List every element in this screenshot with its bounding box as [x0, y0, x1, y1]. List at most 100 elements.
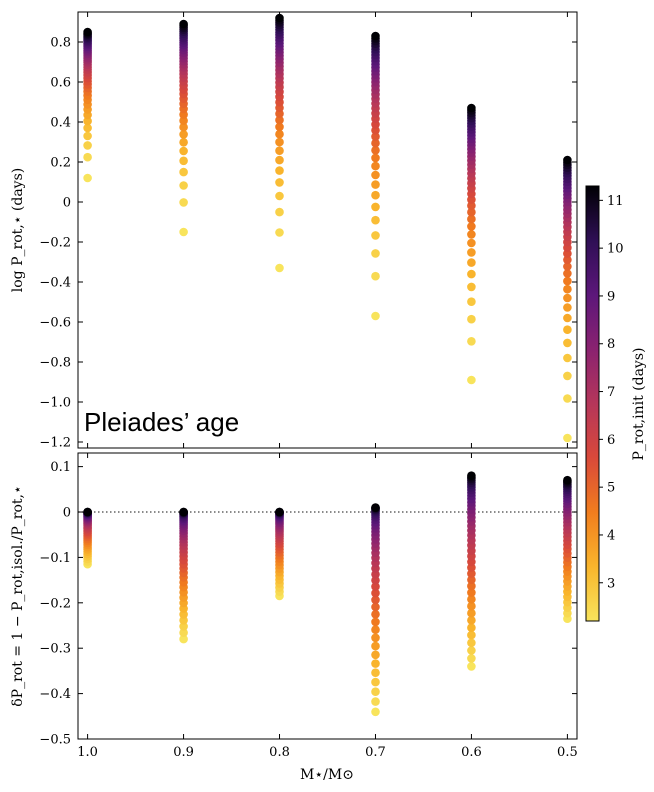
colorbar-tick-label: 8	[607, 337, 615, 352]
scatter-point	[179, 167, 188, 177]
y-tick-label: −0.2	[39, 236, 71, 251]
scatter-point	[467, 222, 476, 231]
y-tick-label: 0.8	[50, 36, 71, 51]
scatter-point	[275, 137, 284, 147]
scatter-point	[179, 227, 188, 237]
x-tick-label: 0.8	[269, 745, 290, 760]
scatter-point	[179, 138, 188, 147]
x-tick-label: 0.9	[173, 745, 194, 760]
y-tick-label: −0.5	[39, 733, 71, 748]
scatter-point	[371, 231, 380, 240]
y-tick-label: 0	[63, 196, 71, 211]
scatter-point	[275, 122, 284, 132]
colorbar-tick-label: 7	[607, 385, 615, 400]
scatter-point	[371, 641, 380, 651]
scatter-point	[371, 707, 380, 717]
scatter-point	[371, 677, 380, 687]
scatter-point	[563, 155, 572, 165]
scatter-point	[371, 271, 380, 281]
scatter-point	[179, 181, 188, 190]
scatter-point	[371, 625, 380, 634]
scatter-point	[563, 255, 572, 265]
scatter-point	[371, 31, 380, 41]
scatter-point	[179, 198, 188, 207]
colorbar-tick-label: 4	[607, 528, 615, 543]
top-y-ticks: 0.8 0.6 0.4 0.2 0 −0.2 −0.4 −0.6 −0.8 −1.0 −1.2	[39, 36, 577, 451]
scatter-point	[563, 394, 572, 403]
scatter-point	[467, 269, 476, 279]
scatter-point	[83, 131, 92, 141]
colorbar-tick-label: 3	[607, 576, 615, 591]
bottom-y-axis-label: δP_rot = 1 − P_rot,isol./P_rot,⋆	[10, 485, 26, 707]
scatter-point	[371, 595, 380, 605]
y-tick-label: −0.4	[39, 687, 71, 702]
scatter-point	[275, 129, 284, 139]
scatter-point	[275, 109, 284, 118]
scatter-point	[467, 630, 476, 640]
scatter-point	[179, 146, 188, 156]
y-tick-label: 0.6	[50, 76, 71, 91]
scatter-point	[563, 262, 572, 271]
scatter-point	[275, 263, 284, 273]
top-axes-frame	[77, 11, 578, 449]
scatter-point	[275, 115, 284, 125]
scatter-point	[371, 161, 380, 171]
scatter-point	[467, 230, 476, 239]
scatter-point	[467, 575, 476, 585]
scatter-point	[467, 601, 476, 611]
scatter-point	[467, 214, 476, 224]
scatter-point	[563, 433, 572, 443]
x-axis-label: M⋆/M⊙	[300, 767, 354, 783]
colorbar-gradient	[585, 185, 600, 622]
scatter-point	[371, 687, 380, 696]
scatter-point	[179, 622, 188, 631]
bottom-y-ticks: 0.1 0 −0.1 −0.2 −0.3 −0.4 −0.5	[39, 460, 577, 748]
y-tick-label: 0.2	[50, 156, 71, 171]
scatter-point	[563, 293, 572, 303]
scatter-point	[563, 338, 572, 348]
scatter-point	[563, 371, 572, 381]
scatter-point	[467, 608, 476, 618]
scatter-point	[467, 103, 476, 113]
scatter-point	[275, 507, 284, 517]
scatter-point	[467, 337, 476, 346]
y-tick-label: −0.1	[39, 551, 71, 566]
scatter-point	[563, 313, 572, 323]
scatter-point	[371, 138, 380, 148]
y-tick-label: −0.2	[39, 596, 71, 611]
scatter-point	[179, 130, 188, 139]
scatter-point	[371, 215, 380, 225]
scatter-point	[467, 248, 476, 257]
scatter-point	[371, 132, 380, 141]
scatter-point	[563, 284, 572, 294]
scatter-point	[179, 116, 188, 125]
scatter-point	[371, 582, 380, 591]
scatter-point	[467, 646, 476, 655]
scatter-point	[179, 19, 188, 29]
scatter-point	[179, 634, 188, 644]
scatter-point	[467, 638, 476, 648]
scatter-point	[467, 375, 476, 385]
scatter-point	[563, 276, 572, 286]
colorbar-tick-label: 9	[607, 289, 615, 304]
scatter-point	[371, 503, 380, 512]
colorbar-ticks: 3 4 5 6 7 8 9 10 11	[599, 194, 624, 591]
scatter-point	[371, 180, 380, 189]
top-panel: 0.8 0.6 0.4 0.2 0 −0.2 −0.4 −0.6 −0.8 −1.0 −1.2 Pl…	[10, 11, 578, 451]
y-tick-label: −1.0	[39, 396, 71, 411]
bottom-panel: 0.1 0 −0.1 −0.2 −0.3 −0.4 −0.5 1.0 0.9 0.8 0.7 0.6…	[10, 452, 578, 783]
scatter-point	[83, 173, 92, 183]
scatter-point	[83, 123, 92, 133]
scatter-point	[371, 659, 380, 668]
y-tick-label: −1.2	[39, 436, 71, 451]
scatter-point	[563, 269, 572, 278]
scatter-point	[83, 507, 92, 517]
scatter-point	[371, 146, 380, 155]
scatter-point	[467, 314, 476, 324]
bottom-scatter-points	[83, 471, 572, 717]
scatter-point	[83, 141, 92, 150]
scatter-point	[371, 170, 380, 180]
scatter-point	[467, 595, 476, 604]
scatter-point	[467, 258, 476, 267]
